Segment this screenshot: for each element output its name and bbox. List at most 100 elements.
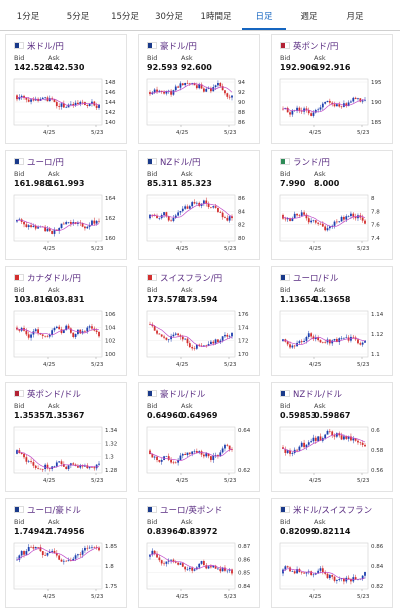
rate-card[interactable]: NZドル/円 Bid 85.311 Ask 85.323 86 84 82 80 4/25 5/23 [138,150,260,260]
candle-body [53,99,56,103]
candlestick-chart: 164 162 160 4/25 5/23 [13,194,116,252]
tab-1[interactable]: 5分足 [66,12,90,22]
candle-body [284,448,287,453]
candle-body [207,566,210,569]
candle-body [319,223,322,225]
candle-body [303,572,305,574]
tab-3[interactable]: 30分足 [155,12,183,22]
candle-body [23,551,25,555]
pair-title[interactable]: ユーロ/円 [14,156,64,168]
candle-body [286,218,289,220]
rate-card[interactable]: 豪ドル/ドル Bid 0.64960 Ask 0.64969 0.64 0.62 4/25 5/… [138,382,260,492]
pair-title[interactable]: 豪ドル/円 [147,40,197,52]
candle-body [307,442,310,445]
candle-body [226,334,229,337]
x-tick-label: 5/23 [357,478,370,484]
candle-body [48,228,51,231]
candle-body [214,339,217,344]
pair-title[interactable]: NZドル/円 [147,156,201,168]
candle-body [212,455,215,461]
candle-body [298,107,301,111]
rate-card[interactable]: ユーロ/円 Bid 161.988 Ask 161.993 164 162 160 4/25 5/… [5,150,127,260]
candle-body [60,223,63,229]
currency-flag-icon [280,158,290,165]
candle-body [79,465,82,468]
candle-body [160,334,163,337]
rate-card[interactable]: 米ドル/円 Bid 142.528 Ask 142.530 148 146 144 142 140… [5,34,127,144]
rate-card[interactable]: NZドル/ドル Bid 0.59853 Ask 0.59867 0.6 0.58 0.56 4/… [271,382,393,492]
currency-flag-icon [147,42,157,49]
candle-body [163,212,165,216]
pair-label: 豪ドル/円 [160,42,197,52]
rate-card[interactable]: 豪ドル/円 Bid 92.593 Ask 92.600 94 92 90 88 86 4/25 5/2… [138,34,260,144]
pair-title[interactable]: ユーロ/豪ドル [14,504,81,516]
pair-title[interactable]: NZドル/ドル [280,388,342,400]
candle-body [296,107,298,111]
rate-card[interactable]: ユーロ/豪ドル Bid 1.74942 Ask 1.74956 1.85 1.8 1.75 4/… [5,498,127,608]
bid-value: 103.816 [14,295,51,304]
candlestick-chart: 1.85 1.8 1.75 4/25 5/23 [13,542,118,600]
y-tick-label: 164 [105,196,116,202]
ask-value: 0.64969 [181,411,218,420]
ask-label: Ask [314,518,326,526]
rate-card[interactable]: 英ポンド/円 Bid 192.906 Ask 192.916 195 190 185 4/25 5… [271,34,393,144]
y-tick-label: 1.34 [105,428,118,434]
currency-flag-icon [147,506,157,513]
candle-body [214,565,217,569]
candle-body [191,347,194,349]
rate-card[interactable]: ランド/円 Bid 7.990 Ask 8.000 8 7.8 7.6 7.4 4/25 5/23 [271,150,393,260]
pair-title[interactable]: 豪ドル/ドル [147,388,205,400]
rate-card[interactable]: カナダドル/円 Bid 103.816 Ask 103.831 106 104 102 100 4… [5,266,127,376]
ask-value: 173.594 [181,295,218,304]
candle-body [231,332,233,337]
candle-body [95,547,98,548]
pair-title[interactable]: ユーロ/ドル [280,272,338,284]
rate-card[interactable]: 米ドル/スイスフラン Bid 0.82099 Ask 0.82114 0.86 0.84 0.… [271,498,393,608]
moving-average-line [16,547,99,561]
pair-title[interactable]: ユーロ/英ポンド [147,504,222,516]
candle-body [210,341,212,345]
tab-0[interactable]: 1分足 [16,12,40,22]
tab-6[interactable]: 週足 [300,12,318,22]
candlestick-chart: 86 84 82 80 4/25 5/23 [146,194,245,252]
pair-title[interactable]: カナダドル/円 [14,272,81,284]
rate-card[interactable]: ユーロ/英ポンド Bid 0.83964 Ask 0.83972 0.87 0.86 0.85… [138,498,260,608]
candle-body [58,555,61,560]
pair-title[interactable]: 英ポンド/円 [280,40,338,52]
candle-body [58,106,61,107]
candle-body [300,442,303,447]
rate-card[interactable]: スイスフラン/円 Bid 173.578 Ask 173.594 176 174 172 170… [138,266,260,376]
tab-2[interactable]: 15分足 [111,12,139,22]
candle-body [200,451,203,455]
candle-body [310,441,313,443]
candle-body [39,333,42,335]
candle-body [340,217,343,222]
candle-body [231,449,233,450]
candle-body [186,83,189,84]
candle-body [198,451,201,453]
ask-label: Ask [48,286,60,294]
tab-4[interactable]: 1時間足 [200,12,232,22]
pair-title[interactable]: 米ドル/円 [14,40,64,52]
pair-title[interactable]: スイスフラン/円 [147,272,222,284]
rate-card[interactable]: 英ポンド/ドル Bid 1.35357 Ask 1.35367 1.34 1.32 1.3 1.… [5,382,127,492]
pair-title[interactable]: 英ポンド/ドル [14,388,81,400]
bid-value: 7.990 [280,179,306,188]
candle-body [81,550,84,555]
pair-title[interactable]: 米ドル/スイスフラン [280,504,372,516]
candle-body [228,96,231,98]
candle-body [62,464,65,467]
x-tick-label: 5/23 [357,594,370,600]
candle-body [226,444,229,446]
candle-body [27,547,30,552]
rate-card[interactable]: ユーロ/ドル Bid 1.13654 Ask 1.13658 1.14 1.12 1.1 4/2… [271,266,393,376]
candle-body [361,217,364,221]
candle-body [165,561,168,564]
bid-label: Bid [280,402,291,410]
candle-body [298,215,301,216]
pair-title[interactable]: ランド/円 [280,156,330,168]
candle-body [198,84,201,89]
tab-5[interactable]: 日足 [242,0,286,30]
tab-7[interactable]: 月足 [346,12,364,22]
candle-body [205,565,208,569]
